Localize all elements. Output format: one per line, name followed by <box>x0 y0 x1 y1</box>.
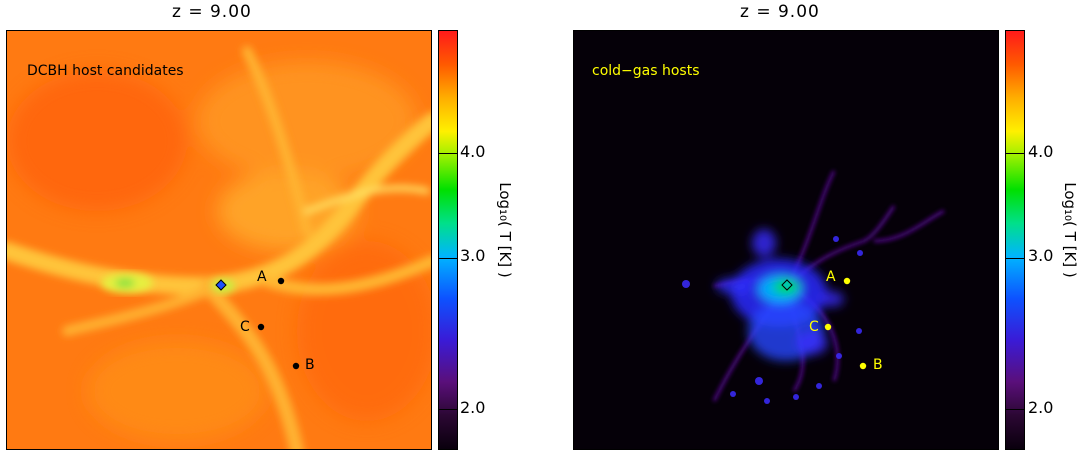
point-c-left <box>257 323 265 331</box>
colorbar-tick-2-right: 2.0 <box>1028 398 1054 417</box>
point-label-b-right: B <box>873 357 883 373</box>
point-label-c-right: C <box>809 319 819 335</box>
panel-title-left: z = 9.00 <box>172 2 252 22</box>
point-label-c-left: C <box>240 319 250 335</box>
panel-label-right: cold−gas hosts <box>592 63 700 79</box>
point-label-a-left: A <box>257 269 267 285</box>
temperature-map-image-right <box>574 31 998 449</box>
point-b-right <box>859 362 867 370</box>
central-halo-marker-right <box>781 279 793 291</box>
central-halo-marker-left <box>215 279 227 291</box>
point-b-left <box>292 362 300 370</box>
colorbar-right <box>1005 30 1025 450</box>
colorbar-tick-3-right: 3.0 <box>1028 246 1054 265</box>
colorbar-title-right: Log₁₀( T [K] ) <box>1061 182 1079 278</box>
point-label-a-right: A <box>826 269 836 285</box>
temperature-map-left: DCBH host candidates A B C <box>6 30 432 450</box>
temperature-map-right: cold−gas hosts A B C <box>573 30 999 450</box>
colorbar-tick-4-right: 4.0 <box>1028 142 1054 161</box>
panel-label-left: DCBH host candidates <box>27 63 184 79</box>
point-label-b-left: B <box>305 357 315 373</box>
colorbar-tick-2-left: 2.0 <box>460 398 486 417</box>
point-a-right <box>843 277 851 285</box>
temperature-map-image-left <box>7 31 431 449</box>
colorbar-tick-3-left: 3.0 <box>460 246 486 265</box>
panel-title-right: z = 9.00 <box>740 2 820 22</box>
colorbar-left <box>438 30 458 450</box>
colorbar-title-left: Log₁₀( T [K] ) <box>496 182 514 278</box>
colorbar-tick-4-left: 4.0 <box>460 142 486 161</box>
point-a-left <box>277 277 285 285</box>
point-c-right <box>824 323 832 331</box>
